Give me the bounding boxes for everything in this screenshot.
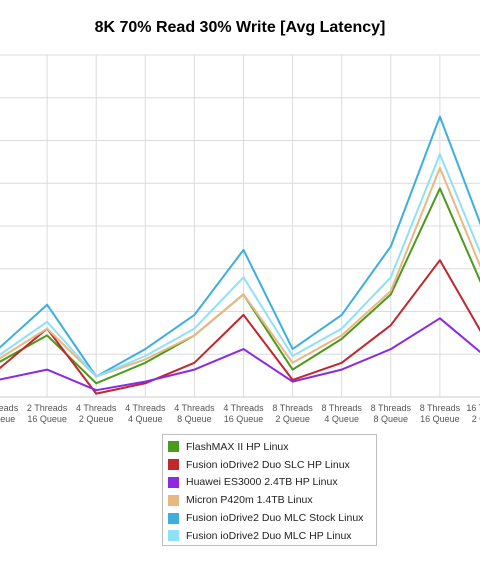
- legend-label: Fusion ioDrive2 Duo MLC HP Linux: [186, 529, 352, 542]
- x-tick-label: 4 Threads 2 Queue: [76, 403, 117, 424]
- x-tick-label: 8 Threads 2 Queue: [272, 403, 313, 424]
- x-tick-label: 2 Threads 16 Queue: [27, 403, 68, 424]
- legend-item: Fusion ioDrive2 Duo MLC HP Linux: [168, 527, 376, 545]
- legend-swatch: [168, 476, 179, 488]
- legend-item: Fusion ioDrive2 Duo SLC HP Linux: [168, 456, 376, 474]
- legend-swatch: [168, 459, 179, 471]
- x-tick-label: 4 Threads 16 Queue: [223, 403, 264, 424]
- legend-label: Huawei ES3000 2.4TB HP Linux: [186, 476, 338, 489]
- legend-swatch: [168, 494, 179, 506]
- x-tick-label: 4 Threads 8 Queue: [174, 403, 215, 424]
- legend-swatch: [168, 530, 179, 542]
- legend-item: FlashMAX II HP Linux: [168, 438, 376, 456]
- legend-label: Micron P420m 1.4TB Linux: [186, 494, 313, 507]
- legend: FlashMAX II HP Linux Fusion ioDrive2 Duo …: [162, 434, 377, 546]
- series-line-4: [0, 166, 480, 378]
- legend-label: FlashMAX II HP Linux: [186, 440, 289, 453]
- series-line-5: [0, 115, 480, 378]
- legend-item: Huawei ES3000 2.4TB HP Linux: [168, 474, 376, 492]
- legend-swatch: [168, 512, 179, 524]
- x-tick-label: 8 Threads 8 Queue: [371, 403, 412, 424]
- series-line-6: [0, 153, 480, 378]
- series-line-3: [0, 317, 480, 392]
- legend-swatch: [168, 441, 179, 453]
- legend-item: Micron P420m 1.4TB Linux: [168, 491, 376, 509]
- series-layer: [0, 115, 480, 395]
- legend-label: Fusion ioDrive2 Duo SLC HP Linux: [186, 458, 350, 471]
- x-tick-label: 4 Threads 4 Queue: [125, 403, 166, 424]
- x-tick-label: 8 Threads 16 Queue: [420, 403, 461, 424]
- grid-layer: [0, 54, 480, 398]
- legend-item: Fusion ioDrive2 Duo MLC Stock Linux: [168, 509, 376, 527]
- series-line-2: [0, 259, 480, 395]
- chart-title: 8K 70% Read 30% Write [Avg Latency]: [94, 19, 386, 36]
- legend-label: Fusion ioDrive2 Duo MLC Stock Linux: [186, 512, 364, 525]
- x-tick-label: 8 Threads 4 Queue: [322, 403, 363, 424]
